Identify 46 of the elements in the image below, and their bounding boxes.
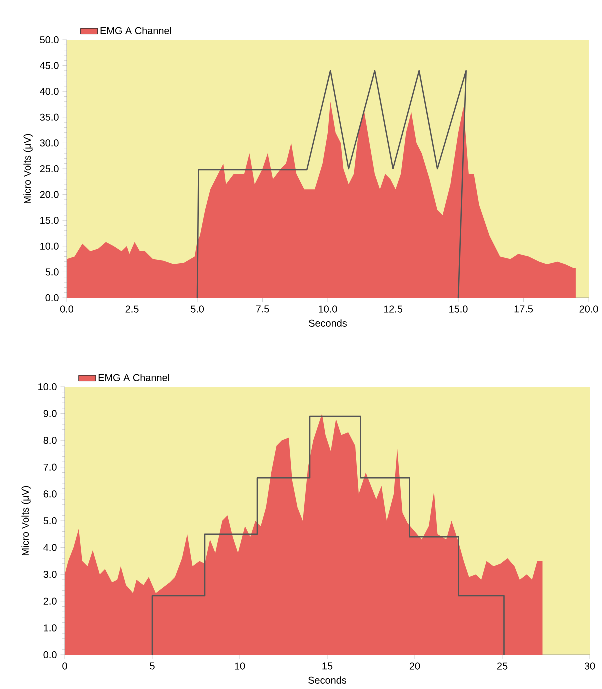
x-tick-label: 10.0 [319, 306, 338, 313]
y-tick-label: 7.0 [44, 464, 57, 471]
y-tick-label: 6.0 [44, 490, 57, 498]
y-tick-label: 15.0 [40, 217, 59, 224]
y-tick-label: 35.0 [40, 114, 59, 121]
y-tick-label: 50.0 [40, 36, 59, 44]
y-axis-title: Micro Volts (μV) [24, 134, 33, 204]
x-tick-label: 2.5 [126, 306, 139, 313]
y-tick-label: 20.0 [40, 191, 59, 198]
x-tick-label: 20 [410, 662, 420, 670]
y-tick-label: 25.0 [40, 165, 59, 173]
x-tick-label: 0 [62, 662, 68, 670]
x-tick-label: 0.0 [60, 306, 74, 313]
x-tick-label: 30 [584, 662, 596, 670]
x-axis-title: Seconds [308, 676, 347, 684]
y-tick-label: 0.0 [46, 294, 59, 302]
x-tick-label: 15 [322, 662, 333, 670]
x-tick-label: 15.0 [450, 306, 468, 313]
y-tick-label: 2.0 [44, 598, 57, 605]
x-tick-label: 17.5 [514, 306, 534, 313]
y-tick-label: 40.0 [40, 88, 59, 96]
y-tick-label: 1.0 [44, 624, 57, 632]
x-tick-label: 5 [150, 662, 155, 670]
legend-label: EMG A Channel [98, 374, 170, 382]
legend-label: EMG A Channel [100, 27, 172, 34]
y-tick-label: 30.0 [40, 140, 59, 147]
line-series [152, 416, 505, 656]
y-tick-label: 9.0 [44, 410, 57, 418]
line-series [196, 70, 467, 299]
y-tick-label: 45.0 [40, 62, 59, 70]
y-tick-label: 4.0 [44, 544, 57, 552]
x-tick-label: 10 [235, 662, 246, 670]
x-axis-title: Seconds [309, 320, 348, 327]
x-tick-label: 25 [497, 662, 508, 670]
y-tick-label: 10.0 [40, 242, 59, 250]
y-tick-label: 0.0 [44, 651, 57, 659]
y-tick-label: 8.0 [44, 437, 57, 444]
x-tick-label: 20.0 [580, 306, 598, 313]
y-tick-label: 3.0 [44, 571, 57, 578]
y-tick-label: 5.0 [44, 517, 57, 525]
x-tick-label: 12.5 [384, 306, 403, 313]
y-tick-label: 10.0 [38, 383, 57, 391]
x-tick-label: 7.5 [256, 306, 270, 313]
x-tick-label: 5.0 [190, 306, 204, 313]
y-tick-label: 5.0 [46, 268, 59, 276]
y-axis-title: Micro Volts (μV) [22, 486, 31, 556]
